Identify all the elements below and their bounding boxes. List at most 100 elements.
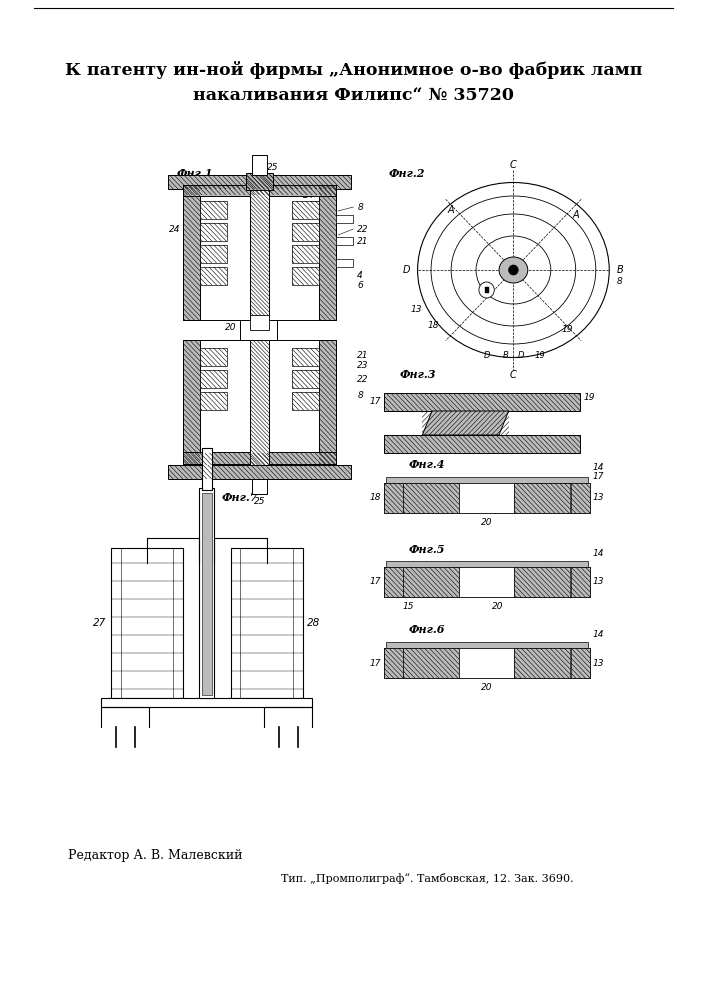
Bar [250, 185, 269, 320]
Bar [202, 448, 211, 490]
Bar [199, 488, 214, 698]
Bar [384, 648, 403, 678]
Text: Фнг.4: Фнг.4 [409, 459, 445, 470]
Ellipse shape [499, 257, 528, 283]
Text: 19: 19 [583, 393, 595, 402]
Text: 20: 20 [225, 324, 237, 332]
Text: 20: 20 [491, 602, 503, 611]
Bar [459, 648, 515, 678]
Text: 24: 24 [279, 466, 290, 475]
Bar [168, 175, 351, 189]
Text: 13: 13 [593, 658, 604, 668]
Text: 13: 13 [593, 578, 604, 586]
Text: Редактор А. В. Малевский: Редактор А. В. Малевский [68, 848, 243, 861]
Text: 23: 23 [357, 360, 369, 369]
Bar [250, 340, 269, 465]
Bar [384, 648, 590, 678]
Text: 13: 13 [593, 493, 604, 502]
Text: Фнг.2: Фнг.2 [389, 168, 426, 179]
Text: 19: 19 [561, 326, 573, 334]
Bar [200, 348, 227, 366]
Text: 21: 21 [357, 351, 369, 360]
Text: 6: 6 [357, 280, 363, 290]
Bar [384, 567, 590, 597]
Text: 13: 13 [477, 438, 488, 448]
Bar [292, 201, 319, 219]
Bar [336, 259, 354, 267]
Bar [292, 223, 319, 241]
Bar [336, 237, 354, 245]
Text: B: B [503, 351, 508, 360]
Text: B: B [617, 265, 624, 275]
Bar [386, 477, 588, 483]
Text: D: D [518, 351, 525, 360]
Bar [200, 223, 227, 241]
Text: 22: 22 [357, 375, 369, 384]
Bar [571, 567, 590, 597]
Bar [485, 287, 489, 293]
Text: К патенту ин-ной фирмы „Анонимное о-во фабрик ламп: К патенту ин-ной фирмы „Анонимное о-во ф… [64, 61, 642, 79]
Bar [403, 483, 459, 513]
Bar [386, 561, 588, 567]
Polygon shape [422, 411, 508, 435]
Bar [384, 435, 580, 453]
Bar [384, 483, 403, 513]
Text: A: A [573, 210, 579, 220]
Bar [571, 483, 590, 513]
Text: A: A [448, 205, 455, 215]
Text: 18: 18 [516, 393, 527, 402]
Text: 14: 14 [593, 630, 604, 639]
Bar [292, 392, 319, 410]
Bar [183, 340, 200, 465]
Bar [386, 642, 588, 648]
Text: 13: 13 [411, 306, 422, 314]
Bar [336, 215, 354, 223]
Bar [515, 567, 570, 597]
Text: 25: 25 [267, 162, 279, 172]
Bar [384, 483, 590, 513]
Text: D: D [484, 351, 490, 360]
Text: 21: 21 [357, 236, 369, 245]
Text: Фнг.5: Фнг.5 [409, 544, 445, 555]
Bar [252, 155, 267, 175]
Text: 17: 17 [370, 578, 381, 586]
Text: 25: 25 [254, 496, 265, 506]
Bar [200, 392, 227, 410]
Text: 20: 20 [481, 683, 493, 692]
Text: 29: 29 [217, 458, 230, 468]
Bar [200, 245, 227, 263]
Bar [384, 567, 403, 597]
Text: 8: 8 [617, 277, 623, 286]
Bar [403, 648, 459, 678]
Bar [571, 648, 590, 678]
Bar [250, 315, 269, 330]
Text: Фнг.1: Фнг.1 [176, 168, 213, 179]
Bar [183, 452, 336, 464]
Text: C: C [510, 160, 517, 170]
Bar [246, 173, 273, 190]
Text: 4: 4 [357, 270, 363, 279]
Bar [200, 370, 227, 388]
Bar [459, 483, 515, 513]
Text: 24: 24 [170, 466, 181, 475]
Text: накаливания Филипс“ № 35720: накаливания Филипс“ № 35720 [193, 87, 514, 104]
Bar [183, 185, 336, 320]
Bar [292, 267, 319, 285]
Text: Фнг.3: Фнг.3 [399, 369, 436, 380]
Bar [200, 201, 227, 219]
Text: C: C [510, 370, 517, 380]
Bar [515, 483, 570, 513]
Bar [101, 698, 312, 707]
Bar [292, 348, 319, 366]
Text: 20: 20 [481, 518, 493, 527]
Text: 28: 28 [308, 618, 321, 628]
Text: 8: 8 [357, 202, 363, 212]
Text: 24: 24 [170, 226, 181, 234]
Text: Фнг.7: Фнг.7 [221, 492, 257, 503]
Bar [515, 648, 570, 678]
Text: 17: 17 [370, 658, 381, 668]
Bar [183, 185, 200, 320]
Bar [200, 267, 227, 285]
Text: 17: 17 [370, 397, 381, 406]
Text: 8: 8 [357, 390, 363, 399]
